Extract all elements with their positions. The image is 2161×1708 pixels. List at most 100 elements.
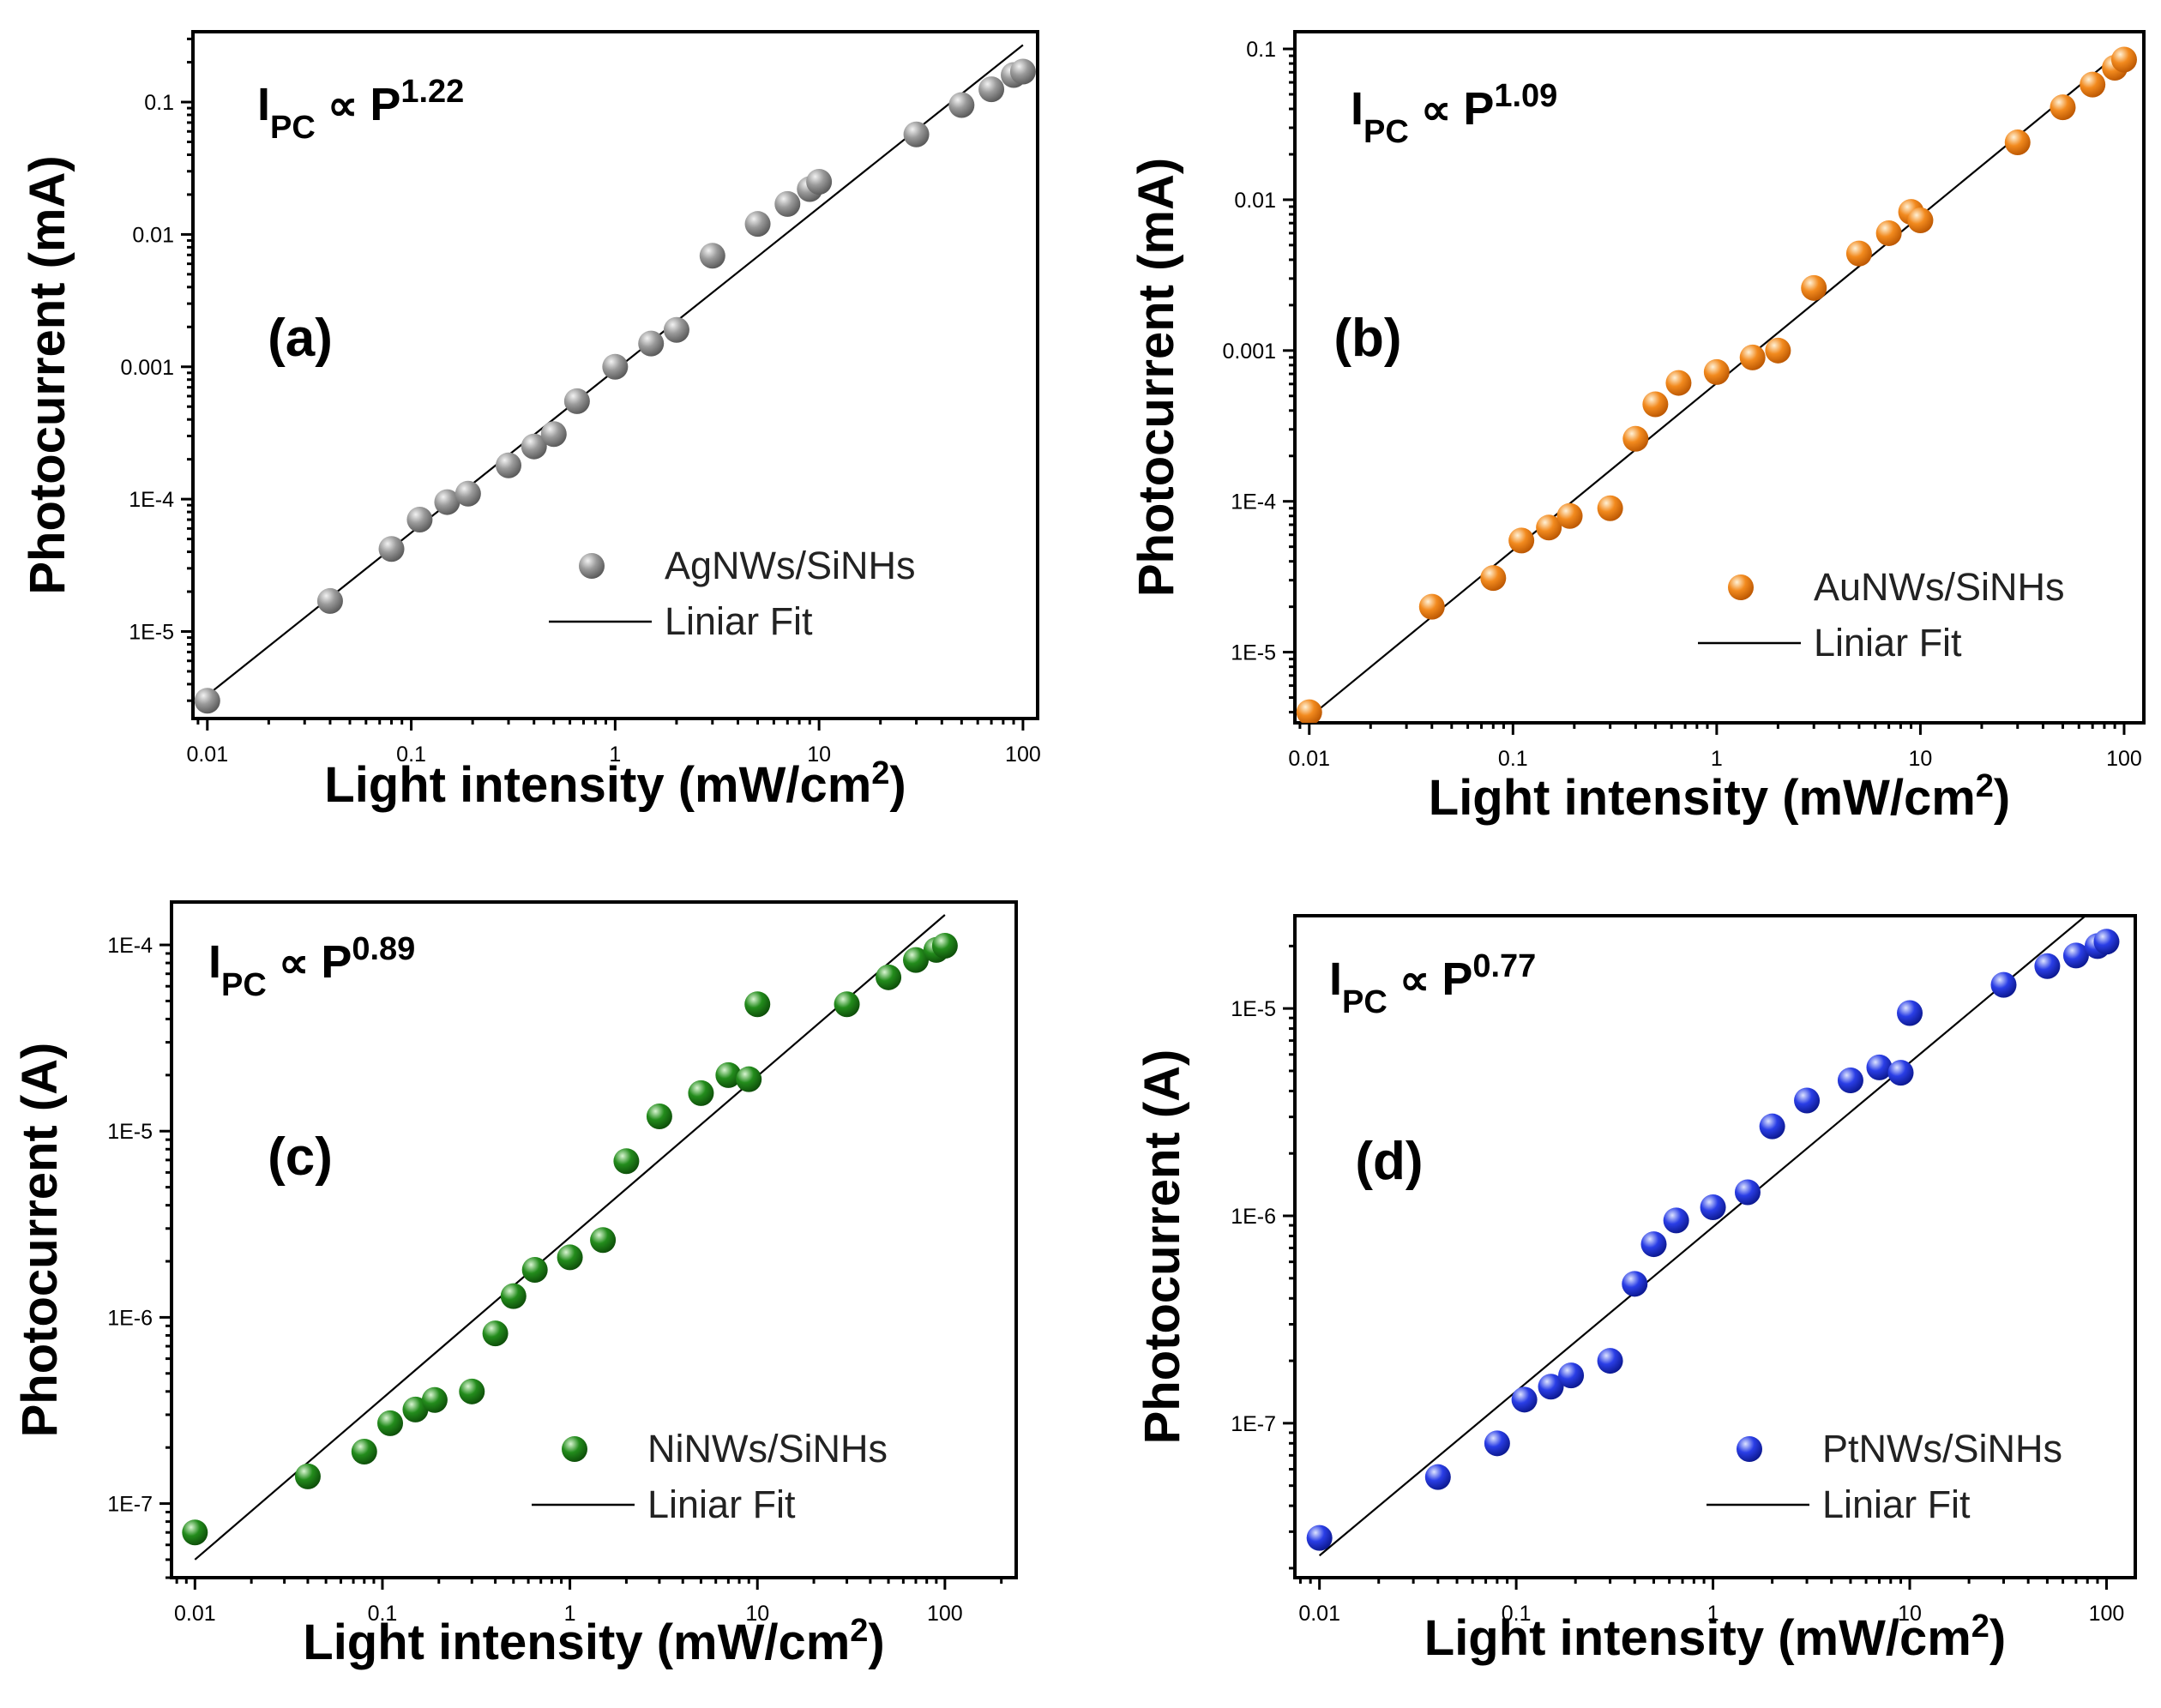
- x-tick-label: 0.01: [1298, 1602, 1340, 1626]
- data-point: [1700, 1194, 1726, 1221]
- data-point: [1597, 495, 1623, 521]
- data-point: [2080, 71, 2106, 98]
- data-point: [806, 168, 833, 195]
- data-point: [434, 489, 460, 515]
- data-point: [736, 1066, 762, 1092]
- chart-panel-c: 0.01 0.1 1 10 100 1E-7 1E-6 1E-5 1E-4 Light inten…: [12, 900, 1018, 1670]
- y-tick-label: 1E-4: [1231, 490, 1276, 514]
- data-point: [1739, 344, 1766, 370]
- legend: NiNWs/SiNHs Liniar Fit: [532, 1427, 888, 1526]
- data-point: [1990, 971, 2017, 998]
- power-law-equation: IPC ∝ P0.77: [1329, 948, 1536, 1020]
- data-point: [1875, 220, 1902, 246]
- data-point: [540, 421, 567, 448]
- plot-frame: [1293, 914, 2137, 1579]
- data-point: [1511, 1386, 1538, 1413]
- data-point: [2110, 46, 2137, 73]
- y-tick-label: 0.1: [1246, 38, 1276, 62]
- data-point: [1556, 502, 1583, 529]
- data-point: [316, 587, 343, 614]
- data-point: [294, 1463, 321, 1489]
- data-point: [500, 1283, 527, 1309]
- legend-fit-label: Liniar Fit: [1822, 1482, 1971, 1526]
- y-tick-label: 1E-6: [107, 1306, 153, 1330]
- data-point: [1558, 1362, 1585, 1389]
- data-point: [1009, 58, 1036, 85]
- x-tick-label: 0.1: [1498, 747, 1528, 771]
- data-point: [1866, 1054, 1893, 1080]
- data-point: [2062, 942, 2089, 969]
- y-tick-label: 0.001: [1222, 340, 1276, 364]
- data-point: [688, 1080, 714, 1106]
- data-point: [421, 1386, 448, 1413]
- legend-series-label: NiNWs/SiNHs: [647, 1427, 888, 1470]
- x-tick-label: 1: [1707, 1602, 1719, 1626]
- y-tick-label: 0.01: [132, 223, 174, 247]
- chart-panel-d: 0.01 0.1 1 10 100 1E-7 1E-6 1E-5 Light intensity…: [1135, 914, 2137, 1666]
- data-point: [2093, 929, 2120, 955]
- data-point: [521, 1256, 548, 1283]
- data-point: [978, 76, 1005, 103]
- data-point: [1801, 274, 1827, 301]
- data-point: [1665, 370, 1692, 396]
- power-law-equation: IPC ∝ P1.22: [257, 74, 464, 146]
- data-point: [646, 1104, 672, 1130]
- x-tick-label: 0.01: [186, 743, 228, 767]
- data-point: [454, 480, 481, 507]
- data-point: [931, 932, 958, 959]
- data-point: [744, 211, 771, 238]
- x-axis-title: Light intensity (mW/cm2): [303, 1613, 884, 1670]
- x-tick-label: 100: [1005, 743, 1041, 767]
- y-tick-label: 1E-5: [129, 620, 174, 644]
- x-tick-label: 10: [1909, 747, 1933, 771]
- data-point: [1837, 1068, 1863, 1094]
- y-tick-label: 1E-6: [1231, 1205, 1276, 1229]
- panel-label: (d): [1355, 1132, 1423, 1191]
- x-tick-label: 0.1: [1502, 1602, 1532, 1626]
- data-point: [876, 964, 902, 990]
- y-tick-label: 1E-7: [1231, 1412, 1276, 1436]
- x-tick-label: 1: [1711, 747, 1723, 771]
- fit-line: [1318, 916, 2087, 1557]
- data-point: [602, 353, 629, 380]
- data-point: [482, 1320, 509, 1347]
- y-axis-title: Photocurrent (mA): [1129, 158, 1184, 597]
- data-point: [378, 536, 405, 562]
- plot-area: [194, 44, 1036, 714]
- x-tick-label: 0.01: [174, 1602, 216, 1626]
- power-law-equation: IPC ∝ P0.89: [208, 931, 415, 1003]
- data-point: [1536, 514, 1562, 541]
- data-point: [194, 688, 220, 714]
- data-point: [1622, 1271, 1648, 1297]
- x-tick-label: 1: [564, 1602, 576, 1626]
- data-point: [774, 190, 801, 217]
- data-point: [182, 1519, 208, 1546]
- legend-marker: [562, 1436, 587, 1462]
- data-point: [744, 991, 771, 1018]
- data-point: [1418, 593, 1445, 620]
- x-axis-title: Light intensity (mW/cm2): [1429, 768, 2010, 826]
- data-point: [1907, 207, 1934, 233]
- legend-series-label: AuNWs/SiNHs: [1814, 565, 2065, 609]
- y-tick-label: 1E-4: [129, 488, 174, 512]
- data-point: [2004, 129, 2031, 156]
- data-point: [1887, 1060, 1914, 1086]
- x-axis-title: Light intensity (mW/cm2): [1424, 1609, 2006, 1666]
- data-point: [459, 1378, 485, 1404]
- data-point: [715, 1061, 742, 1088]
- x-tick-label: 10: [745, 1602, 769, 1626]
- x-tick-label: 0.01: [1288, 747, 1330, 771]
- data-point: [1306, 1525, 1333, 1551]
- data-point: [351, 1439, 377, 1465]
- data-point: [1480, 565, 1507, 592]
- legend-series-label: AgNWs/SiNHs: [665, 544, 916, 587]
- legend: AuNWs/SiNHs Liniar Fit: [1698, 565, 2065, 665]
- y-tick-label: 1E-5: [107, 1120, 153, 1144]
- data-point: [903, 947, 930, 973]
- data-point: [1765, 337, 1791, 364]
- legend-marker: [1737, 1436, 1762, 1462]
- data-point: [1424, 1464, 1451, 1490]
- data-point: [638, 330, 665, 357]
- data-point: [2050, 94, 2076, 121]
